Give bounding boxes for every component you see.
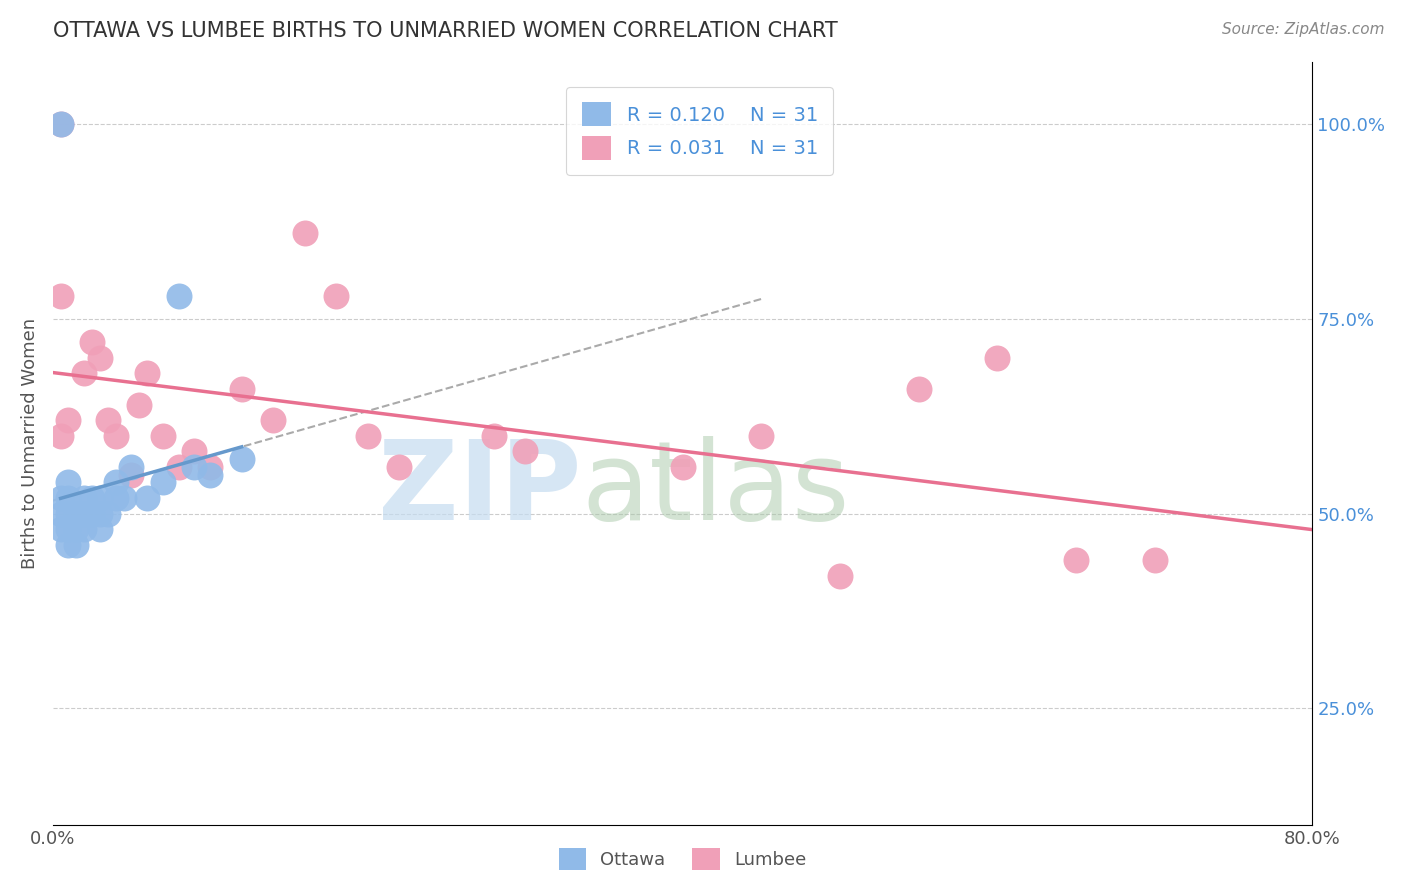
- Point: [58, 507, 80, 521]
- Point: [749, 429, 772, 443]
- Point: [49, 507, 72, 521]
- Y-axis label: Births to Unmarried Women: Births to Unmarried Women: [21, 318, 39, 569]
- Point: [80, 507, 103, 521]
- Text: OTTAWA VS LUMBEE BIRTHS TO UNMARRIED WOMEN CORRELATION CHART: OTTAWA VS LUMBEE BIRTHS TO UNMARRIED WOM…: [52, 21, 838, 41]
- Point: [120, 467, 142, 482]
- Point: [128, 398, 150, 412]
- Point: [73, 367, 96, 381]
- Point: [136, 491, 159, 505]
- Point: [907, 382, 929, 396]
- Point: [58, 538, 80, 552]
- Point: [104, 491, 127, 505]
- Point: [120, 459, 142, 474]
- Text: atlas: atlas: [582, 436, 851, 543]
- Point: [49, 522, 72, 536]
- Point: [73, 507, 96, 521]
- Legend: Ottawa, Lumbee: Ottawa, Lumbee: [551, 841, 814, 878]
- Text: Source: ZipAtlas.com: Source: ZipAtlas.com: [1222, 22, 1385, 37]
- Point: [1064, 553, 1087, 567]
- Point: [58, 491, 80, 505]
- Point: [58, 522, 80, 536]
- Point: [152, 475, 174, 490]
- Point: [65, 522, 87, 536]
- Point: [104, 475, 127, 490]
- Point: [1143, 553, 1166, 567]
- Point: [198, 467, 221, 482]
- Point: [671, 459, 693, 474]
- Point: [482, 429, 505, 443]
- Point: [97, 507, 120, 521]
- Point: [231, 382, 253, 396]
- Point: [294, 226, 316, 240]
- Text: ZIP: ZIP: [378, 436, 582, 543]
- Point: [356, 429, 378, 443]
- Point: [49, 117, 72, 131]
- Point: [104, 429, 127, 443]
- Point: [325, 288, 347, 302]
- Point: [89, 351, 111, 365]
- Point: [58, 475, 80, 490]
- Point: [80, 335, 103, 350]
- Point: [183, 459, 205, 474]
- Point: [112, 491, 135, 505]
- Point: [89, 522, 111, 536]
- Point: [65, 538, 87, 552]
- Point: [49, 429, 72, 443]
- Point: [89, 491, 111, 505]
- Point: [80, 491, 103, 505]
- Point: [262, 413, 284, 427]
- Point: [89, 507, 111, 521]
- Point: [198, 459, 221, 474]
- Point: [167, 288, 190, 302]
- Point: [231, 452, 253, 467]
- Point: [513, 444, 536, 458]
- Point: [167, 459, 190, 474]
- Point: [73, 522, 96, 536]
- Point: [65, 507, 87, 521]
- Point: [73, 491, 96, 505]
- Point: [97, 413, 120, 427]
- Point: [183, 444, 205, 458]
- Point: [49, 491, 72, 505]
- Point: [388, 459, 411, 474]
- Point: [828, 569, 851, 583]
- Point: [136, 367, 159, 381]
- Point: [152, 429, 174, 443]
- Point: [49, 288, 72, 302]
- Point: [58, 413, 80, 427]
- Point: [49, 117, 72, 131]
- Point: [986, 351, 1008, 365]
